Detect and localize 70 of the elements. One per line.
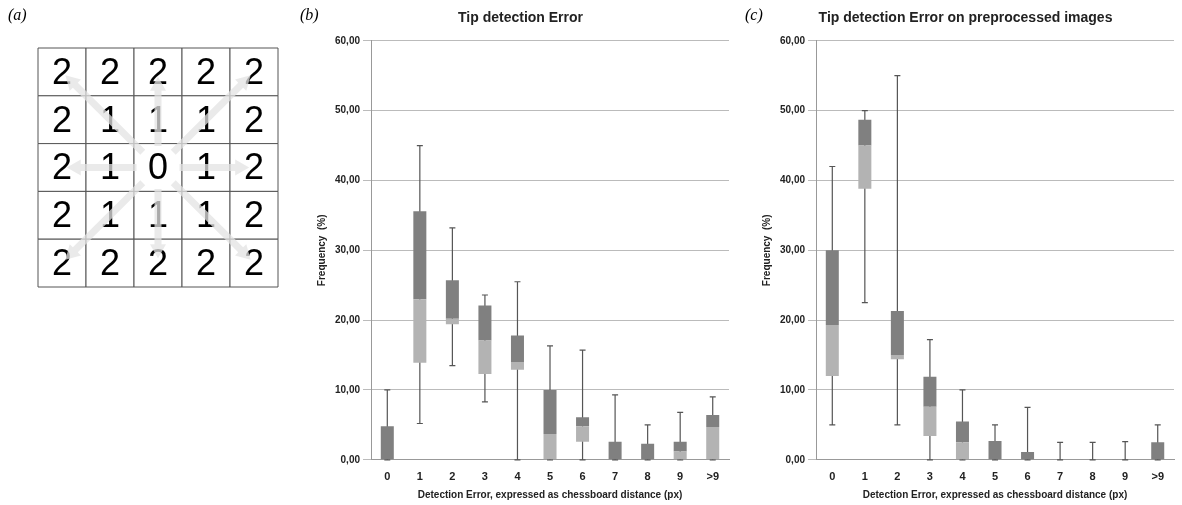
text: (c)	[745, 6, 763, 25]
y-tick-label: 30,00	[334, 244, 361, 256]
data-label: 1	[147, 194, 169, 236]
chart-title: Tip detection Error on preprocessed images	[818, 9, 1113, 26]
y-tick-label: 40,00	[334, 174, 361, 186]
x-axis-title: Detection Error, expressed as chessboard distance (px)	[417, 488, 683, 500]
x-tick-label: 4	[959, 470, 967, 483]
y-tick-label: 50,00	[779, 104, 806, 116]
chart-title: Tip detection Error	[458, 9, 584, 26]
x-tick-label: 9	[677, 470, 684, 483]
x-tick-label: 7	[1057, 470, 1064, 483]
x-tick-label: >9	[1151, 470, 1164, 483]
text: (b)	[300, 6, 319, 25]
x-tick-label: 9	[1122, 470, 1129, 483]
data-label: 2	[243, 194, 265, 236]
x-tick-label: 4	[514, 470, 522, 483]
data-label: 2	[243, 146, 265, 188]
y-tick-label: 40,00	[779, 174, 806, 186]
y-tick-label: 60,00	[334, 34, 361, 46]
x-tick-label: 5	[991, 470, 999, 483]
data-label: 1	[195, 98, 217, 140]
data-label: 0	[147, 146, 169, 188]
x-tick-label: 6	[579, 470, 586, 483]
x-tick-label: 5	[546, 470, 554, 483]
y-tick-label: 10,00	[334, 383, 361, 395]
data-label: 2	[51, 242, 73, 284]
y-tick-label: 60,00	[779, 34, 806, 46]
data-label: 1	[195, 194, 217, 236]
x-axis-title: Detection Error, expressed as chessboard distance (px)	[862, 488, 1128, 500]
y-tick-label: 10,00	[779, 383, 806, 395]
y-tick-label: 30,00	[779, 244, 806, 256]
data-label: 2	[147, 242, 169, 284]
x-tick-label: 1	[861, 470, 868, 483]
x-tick-label: 2	[449, 470, 456, 483]
data-label: 1	[99, 98, 121, 140]
data-label: 2	[51, 194, 73, 236]
data-label: 2	[99, 50, 121, 92]
y-tick-label: 20,00	[779, 313, 806, 325]
text: (a)	[8, 6, 27, 25]
data-label: 2	[195, 50, 217, 92]
y-tick-label: 20,00	[334, 313, 361, 325]
data-label: 1	[195, 146, 217, 188]
y-axis-title: Frequency (%)	[760, 214, 772, 287]
data-label: 2	[51, 50, 73, 92]
data-label: 1	[147, 98, 169, 140]
data-label: 2	[195, 242, 217, 284]
x-tick-label: 8	[1089, 470, 1096, 483]
data-label: 2	[243, 242, 265, 284]
x-tick-label: 0	[829, 470, 836, 483]
x-tick-label: >9	[706, 470, 719, 483]
x-tick-label: 3	[481, 470, 488, 483]
data-label: 2	[51, 98, 73, 140]
y-tick-label: 50,00	[334, 104, 361, 116]
data-label: 2	[147, 50, 169, 92]
y-tick-label: 0,00	[340, 453, 361, 465]
x-tick-label: 2	[894, 470, 901, 483]
x-tick-label: 7	[612, 470, 619, 483]
x-tick-label: 8	[644, 470, 651, 483]
x-tick-label: 6	[1024, 470, 1031, 483]
data-label: 2	[99, 242, 121, 284]
data-label: 1	[99, 194, 121, 236]
y-tick-label: 0,00	[785, 453, 806, 465]
y-axis-title: Frequency (%)	[315, 214, 327, 287]
data-label: 2	[243, 98, 265, 140]
data-label: 2	[243, 50, 265, 92]
data-label: 2	[51, 146, 73, 188]
x-tick-label: 1	[416, 470, 423, 483]
x-tick-label: 0	[384, 470, 391, 483]
x-tick-label: 3	[926, 470, 933, 483]
data-label: 1	[99, 146, 121, 188]
